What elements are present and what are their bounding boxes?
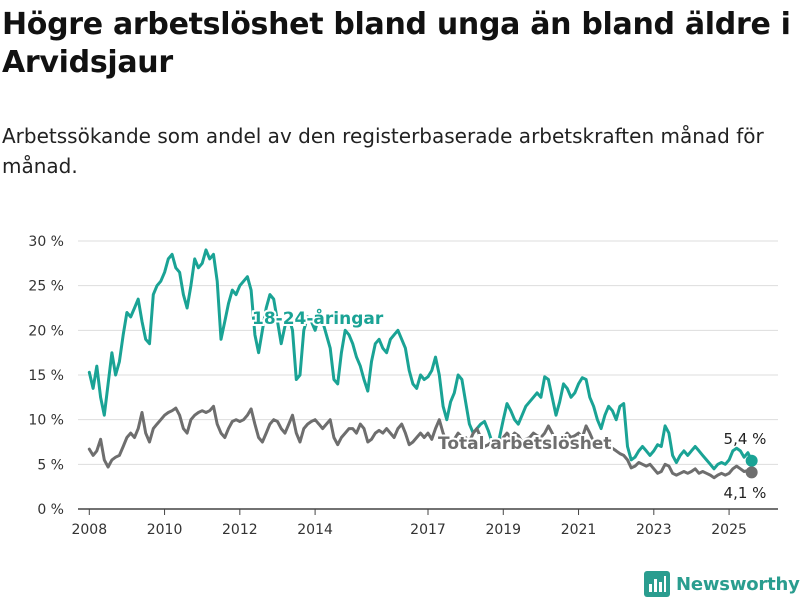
- x-tick-label: 2021: [561, 522, 597, 538]
- axes: 0 % 5 % 10 % 15 % 20 % 25 % 30 % 2008 2010 2012 20…: [28, 234, 746, 538]
- line-chart: 0 % 5 % 10 % 15 % 20 % 25 % 30 % 2008 2010 2012 20…: [28, 234, 778, 538]
- chart-subtitle: Arbetssökande som andel av den registerb…: [2, 124, 764, 178]
- series-line-0: [87, 248, 754, 471]
- series-end-value-0: 5,4 %: [724, 430, 767, 448]
- y-tick-label: 0 %: [37, 502, 64, 518]
- series-line-1: [87, 404, 754, 480]
- series-end-value-1: 4,1 %: [724, 484, 767, 502]
- y-tick-label: 30 %: [28, 234, 64, 250]
- series-end-marker-1: [745, 466, 758, 479]
- series-lines: [87, 248, 758, 480]
- series-end-marker-0: [745, 454, 758, 467]
- y-tick-label: 15 %: [28, 368, 64, 384]
- x-tick-label: 2025: [711, 522, 747, 538]
- newsworthy-logo: Newsworthy: [644, 569, 800, 599]
- y-tick-label: 10 %: [28, 413, 64, 429]
- series-labels: 18-24-åringar Total arbetslöshet 5,4 % 4,1 …: [250, 305, 767, 502]
- x-tick-label: 2010: [147, 522, 183, 538]
- x-tick-label: 2023: [636, 522, 672, 538]
- brand-name: Newsworthy: [676, 573, 800, 595]
- series-name-label-1: Total arbetslöshet: [438, 434, 612, 454]
- chart-title: Högre arbetslöshet bland unga än bland ä…: [2, 7, 791, 80]
- x-tick-label: 2008: [71, 522, 107, 538]
- y-tick-label: 20 %: [28, 323, 64, 339]
- series-name-label-0: 18-24-åringar: [252, 307, 384, 329]
- bar-chart-logo-icon: [644, 571, 670, 597]
- x-tick-label: 2012: [222, 522, 258, 538]
- y-tick-label: 25 %: [28, 279, 64, 295]
- x-tick-label: 2014: [297, 522, 333, 538]
- y-tick-label: 5 %: [37, 457, 64, 473]
- x-tick-label: 2017: [410, 522, 446, 538]
- x-tick-label: 2019: [485, 522, 521, 538]
